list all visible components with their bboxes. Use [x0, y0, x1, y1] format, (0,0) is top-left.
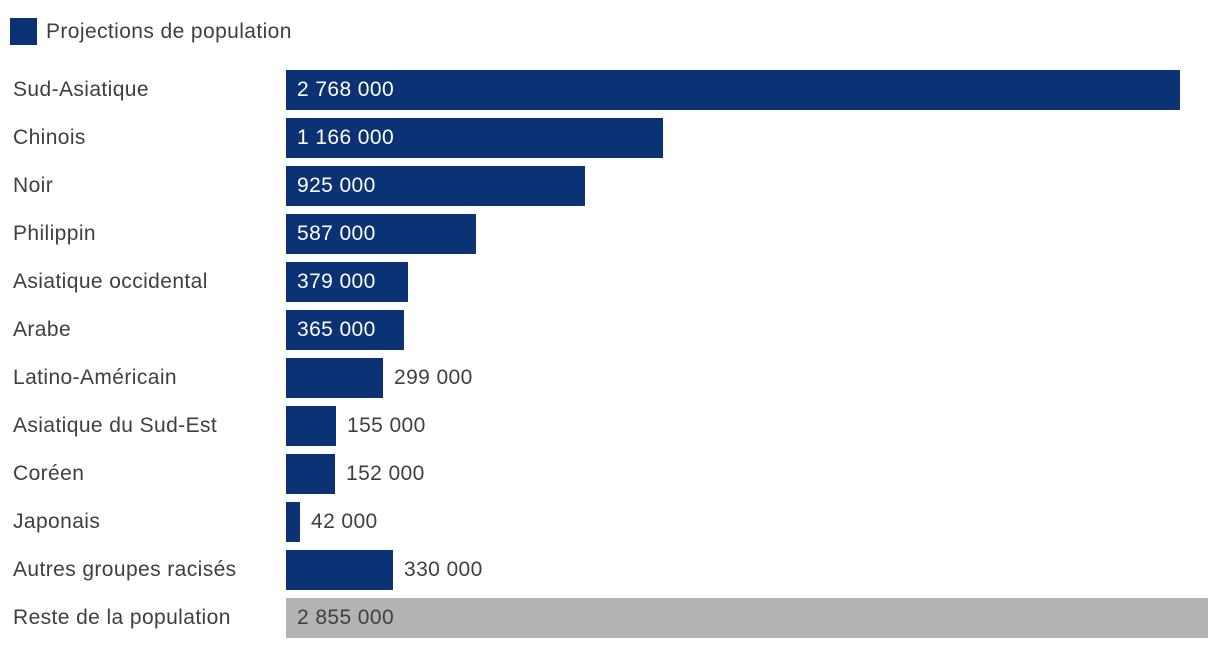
bar-track: 925 000	[286, 162, 1220, 210]
value-label: 2 855 000	[297, 606, 395, 629]
bar	[286, 262, 408, 302]
chart-row: Noir 925 000	[0, 162, 1220, 210]
value-label: 379 000	[297, 270, 376, 293]
category-label: Arabe	[13, 318, 72, 341]
bar	[286, 550, 393, 590]
chart-row: Philippin 587 000	[0, 210, 1220, 258]
bar	[286, 118, 663, 158]
chart-row: Japonais 42 000	[0, 498, 1220, 546]
bar-track: 330 000	[286, 546, 1220, 594]
bar	[286, 454, 335, 494]
value-label: 330 000	[404, 558, 483, 581]
chart-row: Coréen 152 000	[0, 450, 1220, 498]
bar	[286, 598, 1208, 638]
category-label: Latino-Américain	[13, 366, 177, 389]
value-label: 1 166 000	[297, 126, 395, 149]
chart-row: Autres groupes racisés 330 000	[0, 546, 1220, 594]
bar	[286, 502, 300, 542]
bar-track: 2 855 000	[286, 594, 1220, 642]
chart-row: Latino-Américain 299 000	[0, 354, 1220, 402]
category-label: Noir	[13, 174, 54, 197]
bar	[286, 166, 585, 206]
bar-track: 155 000	[286, 402, 1220, 450]
bar-track: 299 000	[286, 354, 1220, 402]
bar-track: 587 000	[286, 210, 1220, 258]
chart-row: Arabe 365 000	[0, 306, 1220, 354]
bar-chart: Sud-Asiatique 2 768 000 Chinois 1 166 00…	[0, 66, 1220, 642]
bar-track: 42 000	[286, 498, 1220, 546]
bar-track: 1 166 000	[286, 114, 1220, 162]
category-label: Autres groupes racisés	[13, 558, 237, 581]
bar-track: 152 000	[286, 450, 1220, 498]
bar	[286, 310, 404, 350]
category-label: Coréen	[13, 462, 85, 485]
bar	[286, 70, 1180, 110]
category-label: Chinois	[13, 126, 86, 149]
bar	[286, 358, 383, 398]
value-label: 925 000	[297, 174, 376, 197]
bar-track: 379 000	[286, 258, 1220, 306]
legend-label: Projections de population	[46, 19, 292, 43]
chart-row: Chinois 1 166 000	[0, 114, 1220, 162]
value-label: 587 000	[297, 222, 376, 245]
category-label: Japonais	[13, 510, 101, 533]
bar	[286, 406, 336, 446]
category-label: Reste de la population	[13, 606, 231, 629]
chart-row: Asiatique du Sud-Est 155 000	[0, 402, 1220, 450]
category-label: Philippin	[13, 222, 96, 245]
chart-row: Asiatique occidental 379 000	[0, 258, 1220, 306]
chart-row: Reste de la population 2 855 000	[0, 594, 1220, 642]
value-label: 152 000	[346, 462, 425, 485]
legend: Projections de population	[10, 18, 292, 45]
bar-track: 2 768 000	[286, 66, 1220, 114]
category-label: Asiatique du Sud-Est	[13, 414, 218, 437]
bar-track: 365 000	[286, 306, 1220, 354]
bar	[286, 214, 476, 254]
value-label: 42 000	[311, 510, 378, 533]
value-label: 155 000	[347, 414, 426, 437]
chart-row: Sud-Asiatique 2 768 000	[0, 66, 1220, 114]
value-label: 365 000	[297, 318, 376, 341]
category-label: Sud-Asiatique	[13, 78, 149, 101]
category-label: Asiatique occidental	[13, 270, 208, 293]
value-label: 299 000	[394, 366, 473, 389]
legend-swatch-icon	[10, 18, 37, 45]
value-label: 2 768 000	[297, 78, 395, 101]
